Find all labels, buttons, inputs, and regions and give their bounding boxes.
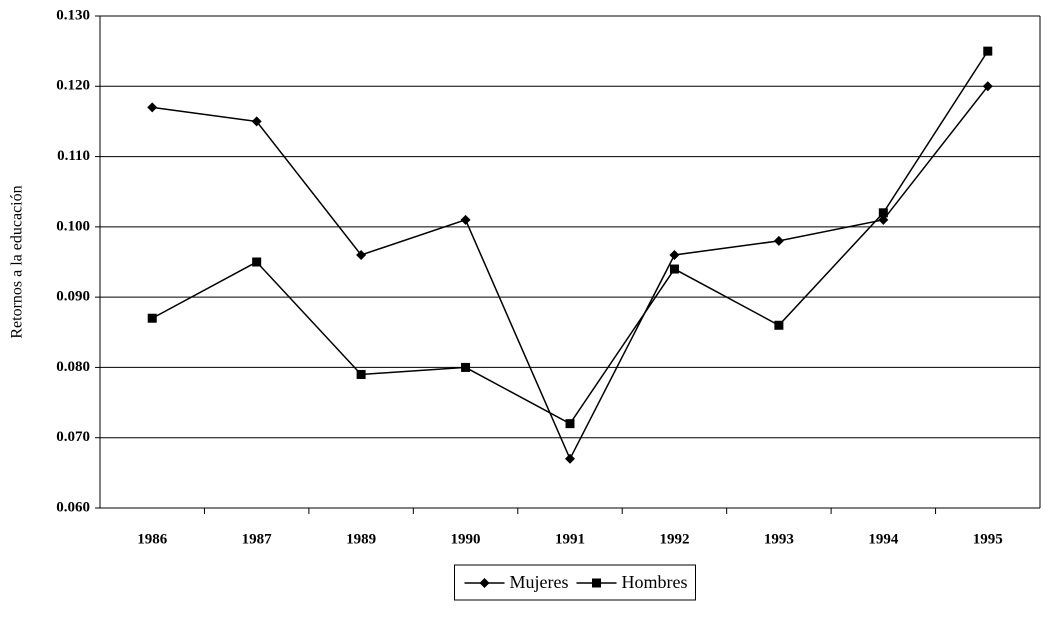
marker xyxy=(460,214,471,225)
marker xyxy=(669,264,679,274)
y-tick-label: 0.120 xyxy=(56,78,90,94)
x-tick-label: 1991 xyxy=(555,531,585,547)
y-tick-label: 0.100 xyxy=(56,218,90,234)
marker xyxy=(774,320,784,330)
legend-label: Hombres xyxy=(621,572,687,592)
y-tick-label: 0.060 xyxy=(56,499,90,515)
marker xyxy=(461,362,471,372)
y-tick-label: 0.090 xyxy=(56,289,90,305)
x-tick-label: 1992 xyxy=(659,531,689,547)
marker xyxy=(356,249,367,260)
marker xyxy=(591,578,601,588)
x-tick-label: 1995 xyxy=(973,531,1003,547)
marker xyxy=(773,235,784,246)
marker xyxy=(982,81,993,92)
marker xyxy=(147,313,157,323)
x-tick-label: 1993 xyxy=(764,531,794,547)
marker xyxy=(147,102,158,113)
series-line xyxy=(152,85,989,461)
x-tick-label: 1987 xyxy=(242,531,273,547)
marker xyxy=(356,369,366,379)
x-tick-label: 1989 xyxy=(346,531,376,547)
legend: Mujeres Hombres xyxy=(454,564,696,601)
y-tick-label: 0.130 xyxy=(56,7,90,23)
x-tick-label: 1994 xyxy=(868,531,899,547)
marker xyxy=(878,208,888,218)
marker xyxy=(565,453,575,464)
y-tick-label: 0.080 xyxy=(56,359,90,375)
marker xyxy=(669,249,680,260)
marker xyxy=(565,419,575,429)
marker xyxy=(983,46,993,56)
marker xyxy=(251,116,262,127)
legend-label: Mujeres xyxy=(510,572,569,592)
marker xyxy=(479,578,490,588)
marker xyxy=(878,214,889,225)
y-axis-label: Retornos a la educación xyxy=(9,185,26,338)
x-tick-label: 1990 xyxy=(451,531,481,547)
y-tick-label: 0.110 xyxy=(57,148,90,164)
x-tick-label: 1986 xyxy=(137,531,168,547)
legend-box xyxy=(454,564,696,601)
marker xyxy=(252,257,262,267)
y-tick-label: 0.070 xyxy=(56,429,90,445)
